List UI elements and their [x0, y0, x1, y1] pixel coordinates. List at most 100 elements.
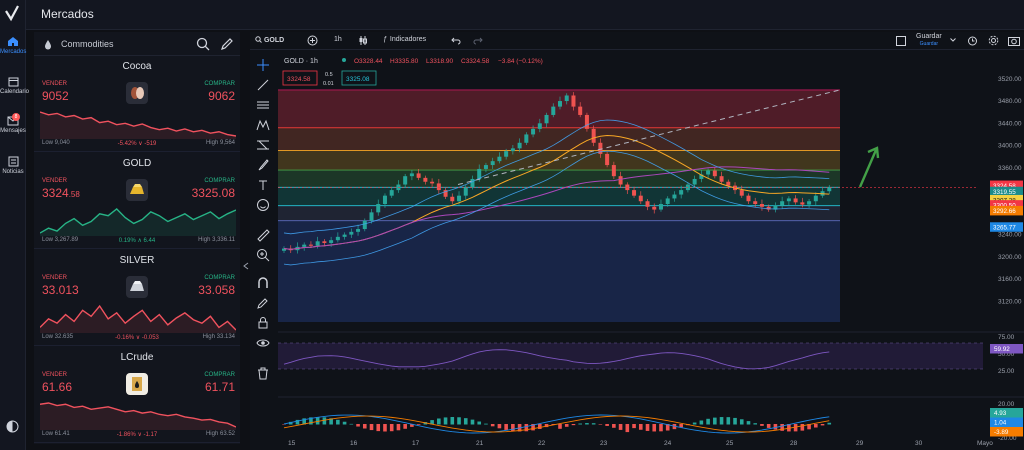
trash-icon[interactable]	[256, 366, 270, 380]
candle	[598, 142, 603, 154]
buy-price[interactable]: 9062	[208, 89, 235, 103]
nav-item-noticias[interactable]: Noticias	[0, 156, 26, 175]
macd-histogram-bar	[282, 424, 286, 425]
pattern-icon[interactable]	[256, 118, 270, 132]
lock-pencil-icon[interactable]	[256, 296, 270, 310]
page-title: Mercados	[41, 7, 94, 21]
chevron-down-icon[interactable]	[950, 38, 956, 42]
save-button[interactable]: Guardar Guardar	[916, 33, 942, 47]
price-tag	[990, 200, 1023, 210]
price-tag	[990, 180, 1023, 191]
price-chart[interactable]: GOLD · 1h O3328.44 H3335.80 L3318.90 C3324.5…	[278, 52, 1024, 450]
candle	[712, 170, 717, 177]
undo-icon[interactable]	[451, 36, 461, 45]
layout-icon[interactable]	[896, 36, 906, 46]
change-value: -0.16% ∨ -0.053	[115, 335, 159, 341]
macd-value-tag	[990, 408, 1023, 418]
indicators-button[interactable]: ƒ Indicadores	[383, 36, 427, 43]
symbol-search[interactable]: GOLD	[255, 36, 284, 44]
candles-icon[interactable]	[358, 35, 368, 46]
macd-histogram-bar	[719, 417, 724, 425]
sell-box	[282, 70, 318, 86]
macd-histogram-bar	[544, 424, 549, 428]
search-icon	[255, 36, 262, 43]
macd-histogram-bar	[739, 419, 744, 425]
fib-icon[interactable]	[256, 138, 270, 152]
sell-price[interactable]: 3324.58	[42, 186, 80, 200]
chart-legend: GOLD · 1h O3328.44 H3335.80 L3318.90 C3324.5…	[282, 58, 543, 87]
magnet-icon[interactable]	[256, 276, 270, 290]
sell-price[interactable]: 61.66	[42, 380, 73, 394]
crosshair-icon[interactable]	[256, 58, 270, 72]
candle	[423, 177, 428, 182]
candle	[571, 95, 576, 107]
emoji-icon[interactable]	[256, 198, 270, 212]
ruler-icon[interactable]	[256, 228, 270, 242]
sparkline-line	[40, 402, 236, 428]
macd-histogram-bar	[760, 424, 764, 426]
zoom-in-icon[interactable]	[256, 248, 270, 262]
sell-price[interactable]: 9052	[42, 89, 69, 103]
compare-add-icon[interactable]	[307, 35, 318, 46]
y-tick-label: 3240.00	[998, 232, 1022, 239]
legend-ohlc: C3324.58	[461, 58, 490, 65]
edit-icon[interactable]	[220, 37, 234, 51]
interval-selector[interactable]: 1h	[334, 36, 342, 43]
watchlist-header: Commodities	[34, 32, 240, 56]
spread-top: 0.5	[325, 72, 333, 78]
brush-icon[interactable]	[256, 158, 270, 172]
camera-icon[interactable]	[1008, 35, 1020, 46]
nav-item-mercados[interactable]: Mercados	[0, 36, 26, 55]
candle	[329, 240, 334, 243]
nav-item-calendario[interactable]: Calendario	[0, 76, 29, 95]
macd-histogram-bar	[665, 424, 670, 431]
buy-price[interactable]: 61.71	[204, 380, 235, 394]
lock-icon[interactable]	[256, 316, 270, 330]
sparkline	[40, 208, 236, 236]
candle	[645, 201, 650, 207]
calendar-icon	[8, 77, 18, 87]
macd-histogram-bar	[383, 424, 387, 432]
nav-item-mensajes[interactable]: 8 Mensajes	[0, 113, 26, 134]
redo-icon[interactable]	[473, 36, 483, 45]
candle	[827, 187, 832, 192]
macd-histogram-bar	[800, 424, 805, 431]
macd-histogram-bar	[699, 420, 704, 425]
sell-price-box: 3324.58	[287, 76, 311, 83]
drawing-toolbar	[253, 52, 273, 392]
collapse-panel-icon[interactable]	[243, 262, 249, 270]
instrument-card-silver[interactable]: SILVER VENDER COMPRAR 33.013 33.058 Low …	[34, 250, 240, 346]
sparkline-area	[40, 403, 236, 430]
candle	[356, 229, 361, 232]
candle	[322, 241, 327, 243]
candle	[544, 114, 549, 124]
instrument-card-cocoa[interactable]: Cocoa VENDER COMPRAR 9052 9062 Low 9,040…	[34, 56, 240, 152]
macd-histogram-bar	[484, 423, 488, 425]
macd-value-label: -3.89	[994, 429, 1009, 436]
trend-line-icon[interactable]	[256, 78, 270, 92]
macd-histogram-bar	[490, 424, 495, 427]
eye-icon[interactable]	[256, 336, 270, 350]
instrument-card-lcrude[interactable]: LCrude VENDER COMPRAR 61.66 61.71 Low 61…	[34, 347, 240, 443]
text-icon[interactable]	[256, 178, 270, 192]
bollinger-band	[283, 150, 830, 266]
instrument-card-gold[interactable]: GOLD VENDER COMPRAR 3324.58 3325.08 Low …	[34, 153, 240, 249]
buy-price[interactable]: 33.058	[198, 283, 235, 297]
macd-histogram-bar	[288, 421, 293, 425]
buy-price[interactable]: 3325.08	[191, 186, 235, 200]
search-icon[interactable]	[196, 37, 210, 51]
rsi-line	[283, 349, 830, 370]
app-logo-icon[interactable]	[4, 4, 20, 22]
change-value: -5.42% ∨ -519	[117, 141, 157, 147]
candle	[551, 106, 556, 115]
sell-price[interactable]: 33.013	[42, 283, 79, 297]
macd-histogram-bar	[652, 424, 657, 432]
macd-histogram-bar	[322, 417, 327, 425]
horizontal-lines-icon[interactable]	[256, 98, 270, 112]
settings-icon[interactable]	[988, 35, 999, 46]
macd-histogram-bar	[820, 424, 825, 426]
theme-toggle-icon[interactable]	[6, 420, 19, 433]
alert-icon[interactable]	[967, 35, 978, 46]
x-tick-label: Mayo	[977, 440, 993, 447]
buy-label: COMPRAR	[204, 275, 235, 281]
